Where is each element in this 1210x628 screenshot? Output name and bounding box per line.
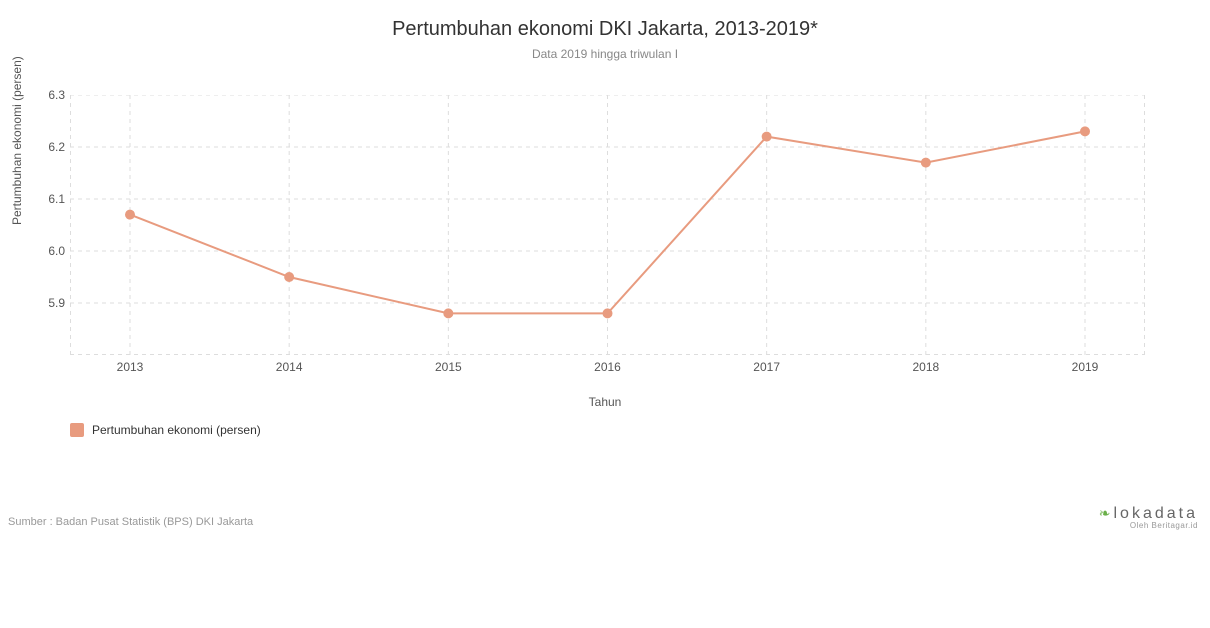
chart-container: Pertumbuhan ekonomi DKI Jakarta, 2013-20… <box>0 0 1210 628</box>
y-axis-label: Pertumbuhan ekonomi (persen) <box>10 56 24 225</box>
y-tick-label: 6.0 <box>35 244 65 258</box>
x-axis-label: Tahun <box>0 395 1210 409</box>
x-tick-label: 2014 <box>276 360 303 374</box>
brand-logo: ❧lokadata Oleh Beritagar.id <box>1099 505 1198 530</box>
chart-title: Pertumbuhan ekonomi DKI Jakarta, 2013-20… <box>0 0 1210 41</box>
y-tick-label: 6.2 <box>35 140 65 154</box>
x-tick-label: 2018 <box>912 360 939 374</box>
source-text: Sumber : Badan Pusat Statistik (BPS) DKI… <box>8 516 253 528</box>
x-tick-label: 2017 <box>753 360 780 374</box>
y-tick-label: 6.1 <box>35 192 65 206</box>
brand-text: lokadata <box>1114 505 1199 522</box>
x-tick-label: 2016 <box>594 360 621 374</box>
y-tick-label: 6.3 <box>35 88 65 102</box>
y-axis-ticks: 5.96.06.16.26.3 <box>35 95 65 355</box>
chart-subtitle: Data 2019 hingga triwulan I <box>0 47 1210 61</box>
x-tick-label: 2015 <box>435 360 462 374</box>
leaf-icon: ❧ <box>1099 505 1114 521</box>
x-axis-ticks: 2013 2014 2015 2016 2017 2018 2019 <box>70 360 1145 380</box>
legend-swatch <box>70 423 84 437</box>
legend: Pertumbuhan ekonomi (persen) <box>70 423 261 437</box>
x-tick-label: 2013 <box>117 360 144 374</box>
plot-area <box>70 95 1145 355</box>
x-tick-label: 2019 <box>1072 360 1099 374</box>
legend-label: Pertumbuhan ekonomi (persen) <box>92 423 261 437</box>
y-tick-label: 5.9 <box>35 296 65 310</box>
line-chart-svg <box>70 95 1145 355</box>
footer: Sumber : Badan Pusat Statistik (BPS) DKI… <box>0 504 1210 528</box>
